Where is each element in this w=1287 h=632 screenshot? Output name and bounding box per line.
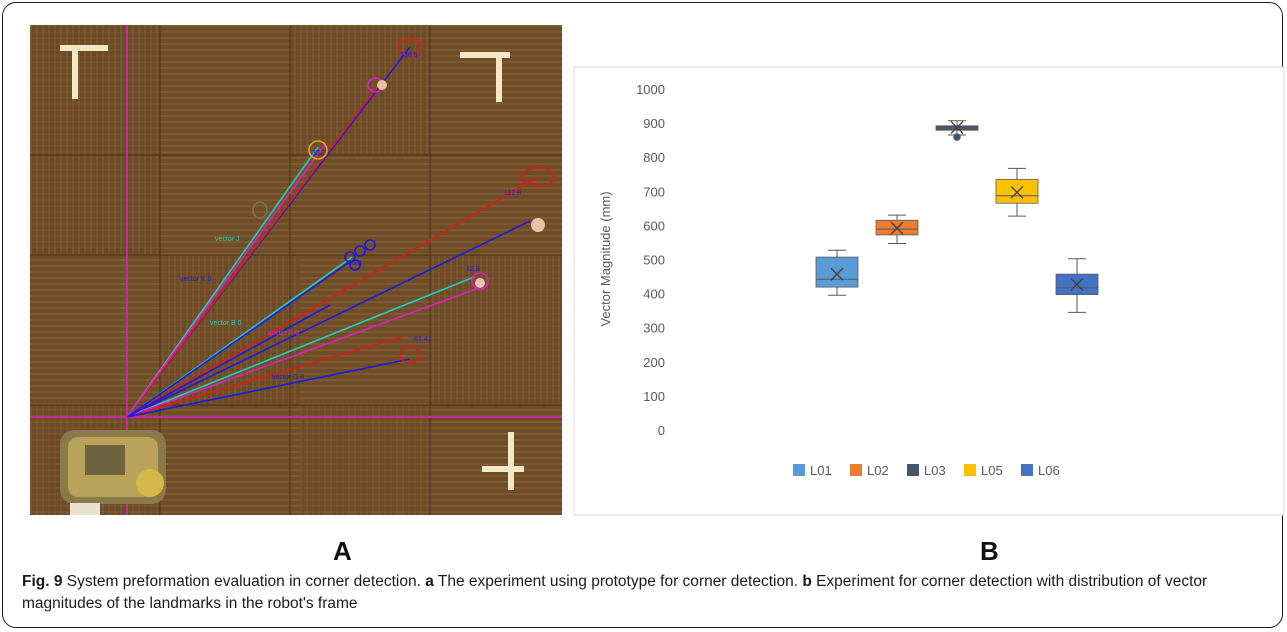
- legend-label: L02: [867, 463, 889, 478]
- legend-label: L01: [810, 463, 832, 478]
- y-tick-label: 300: [643, 321, 665, 336]
- y-tick-label: 0: [658, 423, 665, 438]
- legend-swatch: [793, 464, 805, 476]
- outlier-point: [953, 133, 961, 141]
- box-l05: [995, 167, 1039, 217]
- y-tick-label: 700: [643, 184, 665, 199]
- legend: L01 L02 L03 L05 L06: [793, 463, 1060, 478]
- legend-label: L05: [981, 463, 1003, 478]
- mean-marker: [950, 121, 964, 134]
- caption-letter-b: b: [802, 573, 812, 590]
- legend-label: L03: [924, 463, 946, 478]
- vector-label: vector K 0: [180, 276, 212, 283]
- y-tick-label: 1000: [636, 82, 665, 97]
- legend-item-l01: L01: [793, 463, 832, 478]
- caption-text: System preformation evaluation in corner…: [62, 573, 426, 590]
- box-l02: [875, 214, 919, 244]
- box-l06: [1055, 258, 1099, 313]
- y-tick-label: 900: [643, 116, 665, 131]
- readout-label: 112.8: [504, 190, 521, 197]
- caption-fig-label: Fig. 9: [22, 573, 63, 590]
- boxplot-chart: Vector Magnitude (mm) 0 100 200 300 400 500 60…: [573, 66, 1285, 516]
- y-tick-label: 200: [643, 355, 665, 370]
- experiment-photo: vector J vector K 0 vector B 0 vector F …: [30, 25, 562, 515]
- boxplot-svg: Vector Magnitude (mm) 0 100 200 300 400 500 60…: [573, 66, 1285, 516]
- readout-label: 12.8: [466, 266, 480, 273]
- readout-label: 85.3: [348, 260, 362, 267]
- legend-item-l03: L03: [907, 463, 946, 478]
- y-tick-label: 500: [643, 253, 665, 268]
- mean-marker: [1070, 277, 1084, 291]
- box-l03: [935, 120, 979, 141]
- y-tick-label: 600: [643, 218, 665, 233]
- y-tick-label: 100: [643, 389, 665, 404]
- plot-area: [815, 120, 1099, 313]
- readout-label: 61.41: [414, 336, 432, 343]
- legend-item-l05: L05: [964, 463, 1003, 478]
- vector-label: vector J: [215, 236, 240, 243]
- figure-caption: Fig. 9 System preformation evaluation in…: [22, 571, 1262, 615]
- readout-label: 35.7: [312, 150, 326, 157]
- legend-swatch: [850, 464, 862, 476]
- panel-a-label: A: [333, 536, 352, 566]
- mean-marker: [890, 221, 904, 235]
- legend-swatch: [964, 464, 976, 476]
- caption-text: Experiment for corner detection with dis…: [22, 573, 1208, 612]
- vector-label: vector G 0: [272, 374, 304, 381]
- caption-letter-a: a: [425, 573, 434, 590]
- box-l01: [815, 249, 859, 296]
- y-tick-label: 400: [643, 287, 665, 302]
- box-iqr: [815, 256, 859, 288]
- legend-item-l06: L06: [1021, 463, 1060, 478]
- caption-text: The experiment using prototype for corne…: [433, 573, 803, 590]
- readout-label: 136.5: [400, 52, 418, 59]
- chart-area: [573, 66, 1285, 516]
- legend-swatch: [907, 464, 919, 476]
- mean-marker: [830, 267, 844, 281]
- y-axis-label: Vector Magnitude (mm): [598, 191, 613, 326]
- legend-item-l02: L02: [850, 463, 889, 478]
- y-axis: 0 100 200 300 400 500 600 700 800 900 1000: [636, 82, 665, 438]
- vector-label: vector B 0: [210, 320, 242, 327]
- y-tick-label: 800: [643, 150, 665, 165]
- mean-marker: [1010, 185, 1024, 199]
- legend-swatch: [1021, 464, 1033, 476]
- legend-label: L06: [1038, 463, 1060, 478]
- box-iqr: [995, 178, 1039, 204]
- vector-label: vector F 0: [268, 330, 299, 337]
- experiment-photo-drawing: vector J vector K 0 vector B 0 vector F …: [30, 25, 562, 515]
- panel-b-label: B: [980, 536, 999, 566]
